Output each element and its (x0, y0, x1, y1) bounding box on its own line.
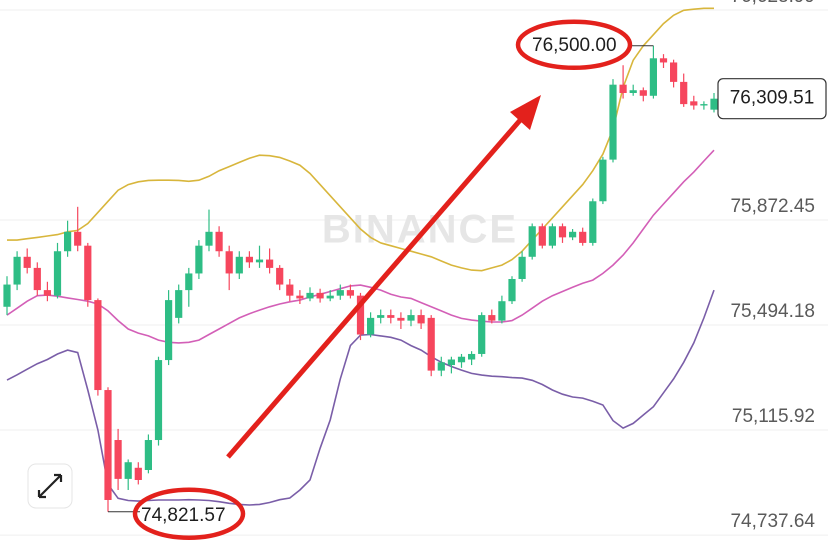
candle-body (377, 315, 385, 318)
candle-body (296, 295, 304, 299)
candle-body (255, 259, 264, 263)
candle-body (13, 256, 21, 285)
candle-body (154, 360, 163, 441)
candle-body (195, 245, 203, 274)
candle-body (124, 462, 132, 479)
candle-body (356, 295, 365, 335)
indicator-line (6, 149, 715, 344)
red-arrow (226, 95, 541, 459)
candle-body (579, 231, 587, 243)
candle-body (53, 251, 62, 296)
candle-body (619, 84, 627, 93)
candle-body (33, 267, 41, 291)
candle-body (447, 359, 455, 366)
arrow-shaft (226, 116, 524, 459)
price-box (717, 78, 827, 120)
y-tick-label: 74,737.64 (730, 511, 815, 532)
candle-body (286, 284, 294, 296)
candle-body (306, 292, 314, 299)
candle-body (397, 317, 405, 321)
candle-body (639, 90, 647, 96)
candle-body (407, 315, 415, 321)
candle-body (165, 300, 173, 361)
candle-body (387, 315, 395, 318)
candle-body (94, 300, 102, 391)
candle-body (144, 440, 152, 471)
candle-body (64, 231, 72, 252)
candle-body (457, 356, 466, 363)
low-circle (132, 487, 246, 541)
candle-body (326, 295, 334, 299)
candle-body (316, 292, 324, 299)
candle-body (478, 315, 486, 354)
candle-body (670, 62, 678, 82)
candle-body (225, 251, 233, 274)
candle-body (205, 231, 213, 246)
candle-body (558, 226, 567, 238)
candle-body (599, 159, 607, 202)
candle-body (548, 226, 556, 246)
candle-body (215, 231, 223, 252)
candle-body (43, 290, 51, 296)
watermark: BINANCE (322, 208, 518, 252)
candle-body (175, 290, 183, 318)
high-label: 76,500.00 (532, 35, 617, 56)
candle-body (104, 390, 112, 500)
low-label: 74,821.57 (141, 505, 226, 526)
candle-body (185, 273, 193, 291)
y-tick-label: 76,628.99 (730, 0, 815, 7)
y-tick-label: 75,115.92 (732, 406, 815, 427)
high-circle (515, 19, 633, 71)
candle-body (3, 284, 11, 307)
candle-body (266, 259, 274, 268)
candle-body (134, 467, 142, 480)
candle-body (23, 256, 31, 268)
candle-body (367, 317, 375, 335)
candle-body (346, 290, 354, 296)
candle-body (680, 81, 688, 105)
candle-body (589, 201, 597, 243)
candle-body (518, 256, 526, 280)
candle-body (569, 231, 577, 238)
candle-body (498, 301, 506, 321)
candle-body (710, 98, 718, 110)
candle-body (609, 84, 617, 160)
candle-body (649, 58, 657, 96)
candle-body (528, 226, 536, 257)
candle-body (114, 440, 122, 479)
candle-body (245, 256, 253, 263)
candle-body (468, 353, 476, 360)
arrow-head (510, 95, 541, 130)
current-price: 76,309.51 (730, 88, 815, 109)
indicator-line (7, 7, 714, 272)
candle-body (690, 101, 698, 106)
candle-body (659, 58, 668, 63)
candle-body (276, 267, 284, 285)
candle-body (437, 362, 445, 371)
expand-button[interactable] (27, 463, 73, 509)
candles (3, 45, 718, 512)
expand-icon[interactable] (37, 473, 63, 499)
candle-body (538, 226, 546, 246)
y-tick-label: 75,494.18 (730, 301, 815, 322)
candle-body (235, 256, 243, 274)
candle-body (508, 279, 516, 302)
candle-body (74, 231, 82, 246)
candle-body (488, 315, 496, 321)
candle-body (629, 90, 637, 93)
candle-body (427, 317, 435, 371)
candle-body (700, 104, 708, 106)
y-tick-label: 75,872.45 (730, 196, 815, 217)
candle-body (336, 290, 344, 296)
annotations: 76,500.00 74,821.57 76,309.51 (108, 19, 827, 541)
candle-body (417, 315, 425, 324)
candle-body (84, 245, 92, 301)
